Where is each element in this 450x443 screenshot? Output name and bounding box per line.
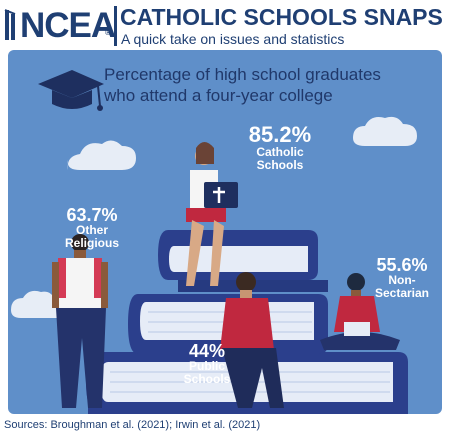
- category-label: Public: [188, 359, 225, 373]
- value-mark-other-religious: [18, 409, 22, 410]
- cloud-icon: [353, 116, 417, 146]
- registered-mark: ®: [104, 28, 112, 37]
- value-label: 55.6%: [376, 255, 428, 275]
- page-subtitle: A quick take on issues and statistics: [121, 31, 345, 47]
- value-label: 63.7%: [66, 205, 118, 225]
- category-label: Schools: [183, 372, 231, 386]
- category-label: Non-: [388, 273, 416, 287]
- value-mark-non-sectarian: [24, 409, 28, 410]
- data-label-other-religious: 63.7% Other Religious: [52, 206, 132, 250]
- data-label-non-sectarian: 55.6% Non- Sectarian: [362, 256, 442, 300]
- student-with-laptop-illustration: [186, 142, 238, 286]
- page-title: CATHOLIC SCHOOLS SNAPS: [120, 4, 443, 30]
- ncea-logo: NCEA: [20, 6, 116, 45]
- source-citation: Sources: Broughman et al. (2021); Irwin …: [4, 419, 261, 431]
- data-label-catholic: 85.2% Catholic Schools: [240, 124, 320, 172]
- category-label: Schools: [256, 158, 304, 172]
- ncea-logo-mark: [4, 9, 16, 40]
- data-label-public: 44% Public Schools: [167, 342, 247, 386]
- category-label: Other: [75, 223, 108, 237]
- value-mark-catholic-schools: [12, 409, 16, 410]
- infographic-panel: [8, 50, 442, 414]
- chart-title: Percentage of high school graduates who …: [104, 65, 381, 105]
- student-standing-illustration: [52, 234, 108, 408]
- value-label: 85.2%: [248, 122, 312, 147]
- cloud-icon: [67, 140, 136, 170]
- chart-marks: [12, 409, 34, 410]
- student-reading-illustration: [320, 273, 400, 350]
- category-label: Sectarian: [374, 286, 430, 300]
- category-label: Religious: [64, 236, 119, 250]
- student-sitting-illustration: [220, 272, 284, 408]
- graduation-cap-icon: [38, 70, 104, 111]
- value-label: 44%: [188, 341, 226, 361]
- infographic-illustration: [11, 70, 417, 414]
- category-label: Catholic: [256, 145, 304, 159]
- header-divider: [114, 6, 117, 46]
